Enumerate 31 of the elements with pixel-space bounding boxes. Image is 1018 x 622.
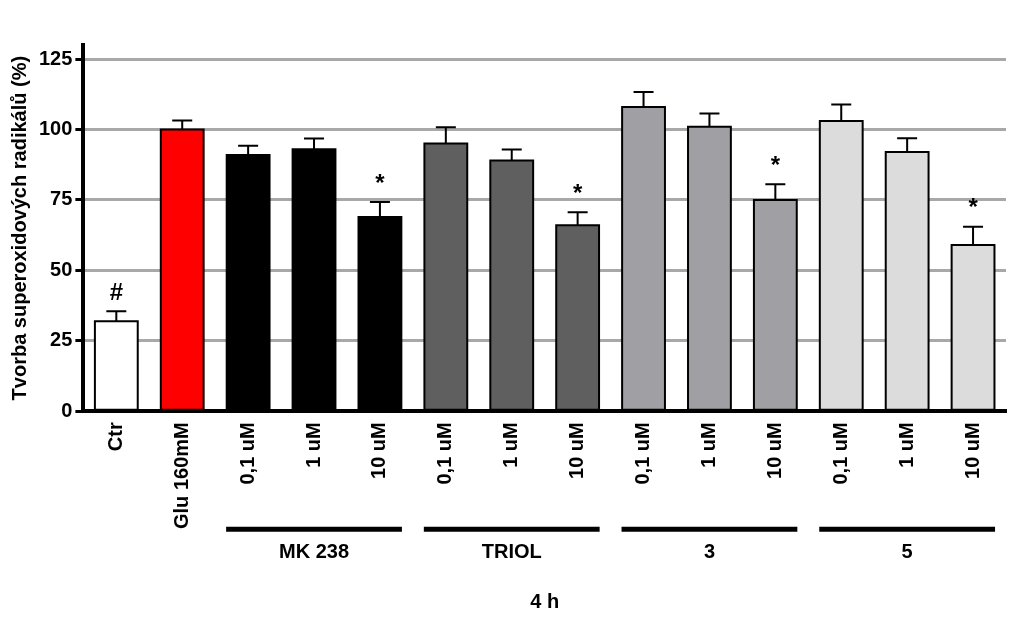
x-axis-title: 4 h xyxy=(530,589,560,612)
x-tick-label: 1 uM xyxy=(696,422,719,468)
text: MK 238 xyxy=(279,539,350,562)
data-label: * xyxy=(968,193,979,221)
data-label: * xyxy=(770,150,781,178)
text: 5 xyxy=(901,539,913,562)
y-axis-title: Tvorba superoxidových radikálů (%) xyxy=(7,55,30,401)
x-tick-label: Glu 160mM xyxy=(169,422,192,529)
x-tick-label: 10 uM xyxy=(367,422,390,479)
text: 3 xyxy=(703,539,715,562)
x-tick-label: 10 uM xyxy=(960,422,983,479)
x-tick-label: 0,1 uM xyxy=(235,422,258,485)
x-tick-label: 1 uM xyxy=(894,422,917,468)
x-tick-label: 0,1 uM xyxy=(828,422,851,485)
x-tick-label: 0,1 uM xyxy=(433,422,456,485)
x-tick-label: 0,1 uM xyxy=(631,422,654,485)
data-label: * xyxy=(572,179,583,206)
x-tick-label: 1 uM xyxy=(499,422,522,468)
x-tick-label: 1 uM xyxy=(301,422,324,468)
data-label: * xyxy=(375,168,386,196)
data-label: # xyxy=(109,277,123,305)
x-tick-label: Ctr xyxy=(103,422,126,452)
text: TRIOL xyxy=(481,539,542,562)
y-tick-label: 0 xyxy=(61,398,73,421)
y-tick-label: 125 xyxy=(38,46,73,69)
x-tick-label: 10 uM xyxy=(762,422,785,479)
y-tick-label: 75 xyxy=(50,187,73,210)
y-tick-label: 50 xyxy=(50,257,73,280)
y-tick-label: 100 xyxy=(38,117,73,140)
y-tick-label: 25 xyxy=(50,328,73,351)
x-tick-label: 10 uM xyxy=(565,422,588,479)
